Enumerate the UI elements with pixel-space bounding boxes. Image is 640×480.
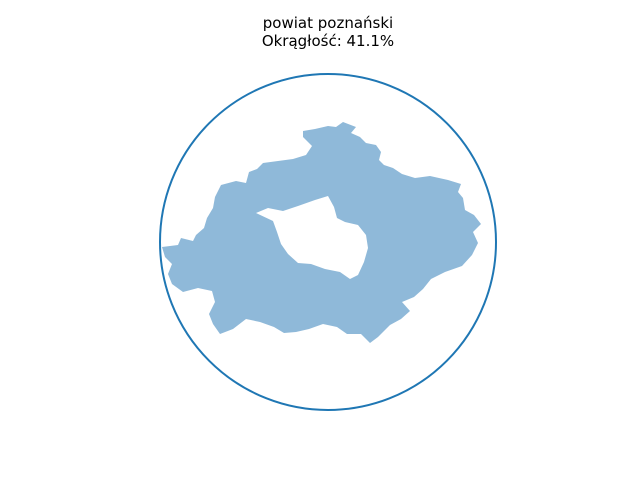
title-district-name: powiat poznański bbox=[262, 14, 394, 32]
chart-title: powiat poznański Okrągłość: 41.1% bbox=[0, 14, 640, 50]
title-roundness: Okrągłość: 41.1% bbox=[261, 32, 395, 50]
enclosing-circle bbox=[159, 73, 497, 411]
district-shape bbox=[162, 122, 481, 343]
